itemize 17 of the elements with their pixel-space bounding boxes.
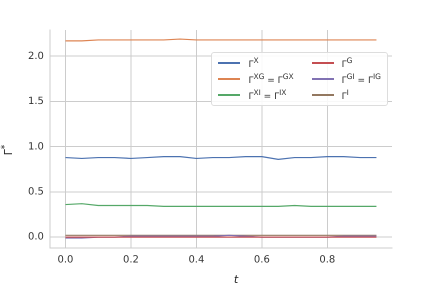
x-tick-label: 0.2 (122, 254, 139, 266)
legend-label: Γ$^{G}$ (342, 56, 352, 70)
legend-label: Γ$^{XG}$ = Γ$^{GX}$ (248, 72, 294, 86)
x-axis-title: t (232, 273, 240, 286)
y-tick-label: 0.5 (28, 186, 44, 198)
x-tick-label: 0.0 (58, 254, 74, 266)
y-tick-label: 1.5 (28, 96, 44, 108)
x-tick-label: 0.6 (254, 254, 270, 266)
y-tick-label: 0.0 (28, 232, 44, 243)
legend-label: Γ$^{I}$ (342, 88, 349, 102)
y-tick-label: 1.0 (28, 141, 44, 152)
x-tick-label: 0.4 (188, 254, 204, 266)
y-tick-label: 2.0 (28, 50, 44, 62)
x-tick-label: 0.8 (319, 254, 336, 266)
legend-label: Γ$^{GI}$ = Γ$^{IG}$ (342, 72, 381, 86)
legend-label: Γ$^{XI}$ = Γ$^{IX}$ (248, 88, 286, 102)
legend-label: Γ$^{X}$ (248, 56, 259, 70)
